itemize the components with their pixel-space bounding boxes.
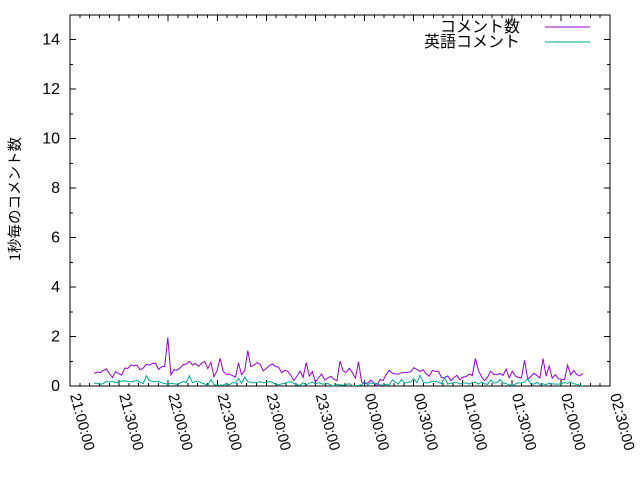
svg-text:英語コメント: 英語コメント (424, 28, 520, 52)
svg-text:12: 12 (42, 81, 60, 98)
svg-text:4: 4 (51, 279, 60, 296)
svg-text:14: 14 (42, 32, 60, 49)
svg-text:6: 6 (51, 230, 60, 247)
svg-text:8: 8 (51, 180, 60, 197)
svg-text:10: 10 (42, 131, 60, 148)
svg-text:2: 2 (51, 329, 60, 346)
svg-text:0: 0 (51, 378, 60, 395)
svg-text:1秒毎のコメント数: 1秒毎のコメント数 (4, 136, 25, 261)
